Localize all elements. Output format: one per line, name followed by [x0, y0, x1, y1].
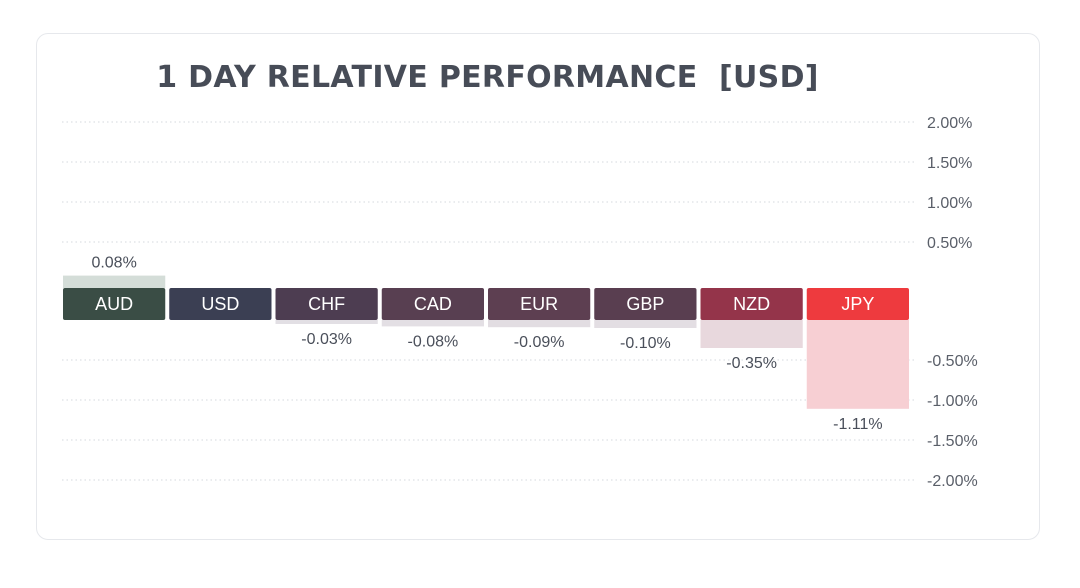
y-tick-label: 0.50% — [927, 235, 972, 252]
y-tick-label: -1.50% — [927, 433, 978, 450]
category-label-box — [381, 288, 484, 320]
category-label: EUR — [520, 294, 558, 314]
data-label: -0.10% — [620, 335, 671, 352]
y-tick-label: 1.00% — [927, 195, 972, 212]
data-label: -0.35% — [726, 355, 777, 372]
category-label: AUD — [95, 294, 133, 314]
category-label-box — [488, 288, 591, 320]
category-label: NZD — [733, 294, 770, 314]
category-label: CHF — [308, 294, 345, 314]
chart-title: 1 DAY RELATIVE PERFORMANCE [USD] — [156, 60, 819, 95]
data-label: -0.03% — [301, 331, 352, 348]
bar — [594, 320, 697, 328]
category-label: CAD — [414, 294, 452, 314]
category-label-box — [700, 288, 803, 320]
category-label-box — [63, 288, 166, 320]
y-tick-label: 1.50% — [927, 155, 972, 172]
category-label-box — [169, 288, 272, 320]
bar — [806, 320, 909, 409]
y-tick-label: -1.00% — [927, 393, 978, 410]
data-label: 0.08% — [91, 255, 136, 272]
category-label: GBP — [626, 294, 664, 314]
bar — [488, 320, 591, 328]
data-label: -0.08% — [408, 333, 459, 350]
y-tick-label: -2.00% — [927, 473, 978, 490]
chart-card — [36, 33, 1040, 540]
data-label: -0.09% — [514, 334, 565, 351]
data-label: -1.11% — [833, 416, 883, 433]
bar — [275, 320, 378, 324]
bar — [381, 320, 484, 327]
category-label: USD — [201, 294, 239, 314]
category-label: JPY — [841, 294, 874, 314]
category-label-box — [275, 288, 378, 320]
category-label-box — [806, 288, 909, 320]
y-tick-label: -0.50% — [927, 353, 978, 370]
bar — [63, 275, 166, 288]
category-label-box — [594, 288, 697, 320]
y-tick-label: 2.00% — [927, 115, 972, 132]
bar — [700, 320, 803, 348]
